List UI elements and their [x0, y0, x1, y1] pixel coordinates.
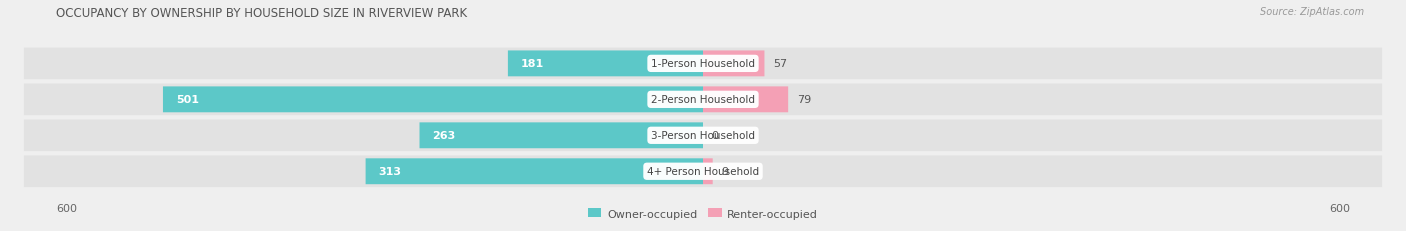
Text: Source: ZipAtlas.com: Source: ZipAtlas.com	[1260, 7, 1364, 17]
Text: 2-Person Household: 2-Person Household	[651, 95, 755, 105]
FancyBboxPatch shape	[24, 84, 1382, 116]
FancyBboxPatch shape	[24, 48, 1382, 80]
Text: 501: 501	[176, 95, 198, 105]
Text: 79: 79	[797, 95, 811, 105]
Text: 4+ Person Household: 4+ Person Household	[647, 167, 759, 176]
FancyBboxPatch shape	[703, 87, 789, 113]
Text: 1-Person Household: 1-Person Household	[651, 59, 755, 69]
Text: 600: 600	[56, 203, 77, 213]
Text: 181: 181	[520, 59, 544, 69]
Text: 57: 57	[773, 59, 787, 69]
FancyBboxPatch shape	[24, 156, 1382, 187]
Text: 313: 313	[378, 167, 402, 176]
Legend: Owner-occupied, Renter-occupied: Owner-occupied, Renter-occupied	[583, 204, 823, 223]
Text: OCCUPANCY BY OWNERSHIP BY HOUSEHOLD SIZE IN RIVERVIEW PARK: OCCUPANCY BY OWNERSHIP BY HOUSEHOLD SIZE…	[56, 7, 467, 20]
FancyBboxPatch shape	[366, 159, 703, 184]
Text: 3-Person Household: 3-Person Household	[651, 131, 755, 141]
FancyBboxPatch shape	[703, 51, 765, 77]
Text: 600: 600	[1329, 203, 1350, 213]
FancyBboxPatch shape	[24, 120, 1382, 152]
FancyBboxPatch shape	[703, 159, 713, 184]
Text: 0: 0	[711, 131, 718, 141]
FancyBboxPatch shape	[508, 51, 703, 77]
FancyBboxPatch shape	[163, 87, 703, 113]
Text: 9: 9	[721, 167, 728, 176]
Text: 263: 263	[433, 131, 456, 141]
FancyBboxPatch shape	[419, 123, 703, 149]
